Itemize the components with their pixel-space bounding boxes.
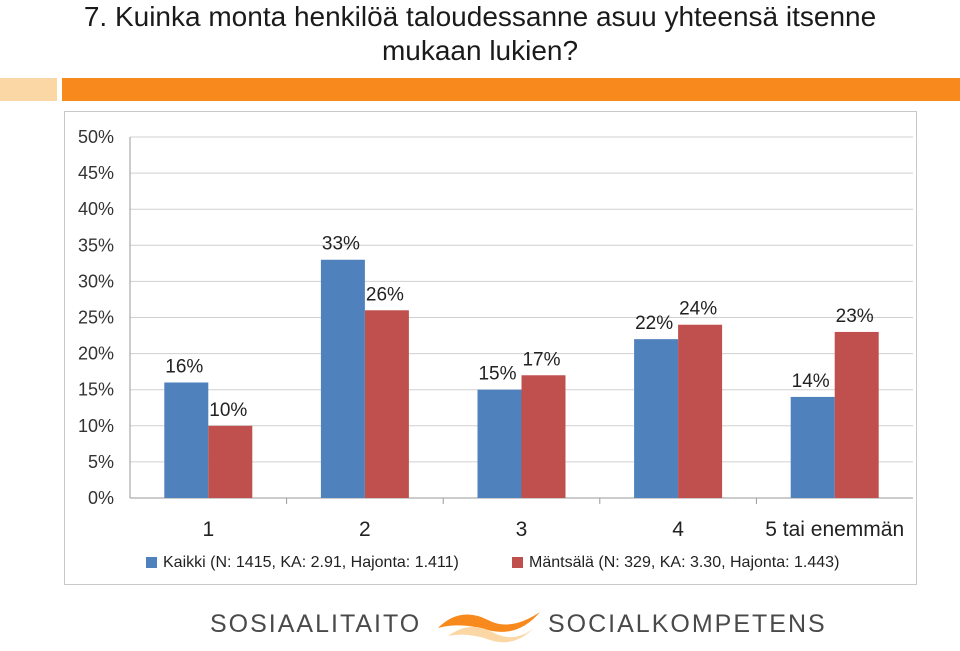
y-tick-label: 10% bbox=[78, 416, 114, 436]
footer-left-word: SOSIAALITAITO bbox=[210, 610, 422, 638]
bar-mantsala bbox=[834, 331, 879, 498]
legend-label: Kaikki (N: 1415, KA: 2.91, Hajonta: 1.41… bbox=[163, 554, 459, 571]
data-label: 16% bbox=[165, 356, 203, 377]
bar-mantsala bbox=[678, 324, 723, 498]
y-tick-label: 40% bbox=[78, 199, 114, 219]
y-tick-label: 15% bbox=[78, 380, 114, 400]
accent-bar-left bbox=[0, 78, 57, 101]
legend-label: Mäntsälä (N: 329, KA: 3.30, Hajonta: 1.4… bbox=[529, 554, 839, 571]
data-label: 33% bbox=[322, 234, 360, 255]
bar-kaikki bbox=[164, 382, 209, 498]
data-label: 26% bbox=[366, 284, 404, 305]
x-category-label: 1 bbox=[202, 518, 214, 541]
footer-right-word: SOCIALKOMPETENS bbox=[548, 610, 827, 638]
data-label: 24% bbox=[679, 299, 717, 320]
y-tick-label: 5% bbox=[88, 452, 114, 472]
title-line-2: mukaan lukien? bbox=[381, 35, 579, 66]
legend-swatch bbox=[512, 557, 523, 568]
legend-swatch bbox=[146, 557, 157, 568]
y-tick-label: 45% bbox=[78, 163, 114, 183]
y-tick-label: 0% bbox=[88, 488, 114, 508]
data-label: 10% bbox=[209, 400, 247, 421]
data-label: 17% bbox=[522, 349, 560, 370]
bar-mantsala bbox=[364, 310, 409, 498]
accent-bar-main bbox=[62, 78, 960, 101]
bar-kaikki bbox=[790, 396, 835, 498]
y-tick-label: 30% bbox=[78, 271, 114, 291]
chart-frame bbox=[64, 111, 917, 585]
data-label: 22% bbox=[635, 313, 673, 334]
bar-kaikki bbox=[634, 339, 679, 498]
y-tick-label: 20% bbox=[78, 344, 114, 364]
title-line-1: 7. Kuinka monta henkilöä taloudessanne a… bbox=[83, 1, 877, 32]
y-tick-label: 35% bbox=[78, 235, 114, 255]
bar-kaikki bbox=[477, 389, 522, 498]
footer: SOSIAALITAITO SOCIALKOMPETENS bbox=[0, 598, 960, 648]
y-tick-label: 50% bbox=[78, 127, 114, 147]
bar-mantsala bbox=[208, 425, 253, 498]
x-category-label: 2 bbox=[359, 518, 371, 541]
bar-kaikki bbox=[320, 259, 365, 498]
data-label: 23% bbox=[836, 306, 874, 327]
x-category-label: 5 tai enemmän bbox=[765, 518, 904, 541]
data-label: 15% bbox=[478, 364, 516, 385]
sosiaalitaito-logo bbox=[438, 612, 540, 643]
x-category-label: 4 bbox=[672, 518, 684, 541]
x-category-label: 3 bbox=[516, 518, 528, 541]
data-label: 14% bbox=[792, 371, 830, 392]
bar-mantsala bbox=[521, 375, 566, 498]
chart-title: 7. Kuinka monta henkilöä taloudessanne a… bbox=[0, 0, 960, 68]
y-tick-label: 25% bbox=[78, 308, 114, 328]
